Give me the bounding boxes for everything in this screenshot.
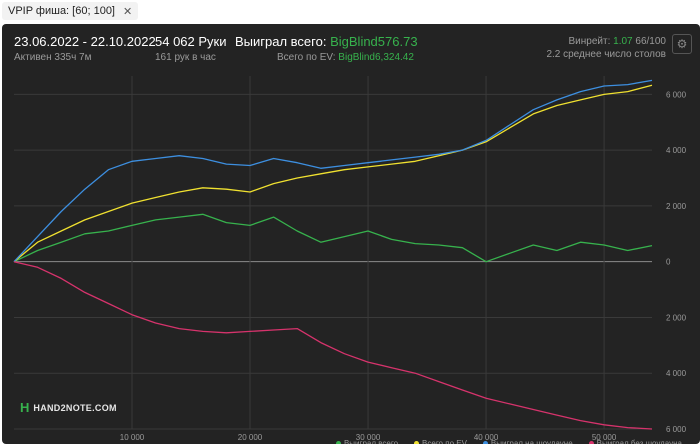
legend-item[interactable]: Выиграл всего	[335, 437, 399, 444]
legend-dot-icon	[335, 440, 341, 444]
chart-legend: Выиграл всего Всего по EV Выиграл на шоуда…	[2, 437, 700, 444]
legend-label: Всего по EV	[422, 438, 467, 444]
ev-total: Всего по EV: BigBlind6,324.42	[277, 52, 414, 63]
filter-label: VPIP фиша: [60; 100]	[8, 5, 115, 17]
winrate-value: 1.07	[613, 36, 633, 47]
x-tick-label: 10 000	[120, 433, 145, 442]
legend-dot-icon	[414, 440, 420, 444]
hands-count: 54 062 Руки	[155, 34, 227, 49]
y-tick-label: 6 000	[666, 425, 687, 434]
logo-text: HAND2NOTE.COM	[33, 402, 117, 413]
x-tick-label: 40 000	[474, 433, 499, 442]
won-value: BigBlind576.73	[330, 34, 418, 49]
legend-item[interactable]: Выиграл без шоудауна	[588, 437, 682, 444]
ev-value: BigBlind6,324.42	[338, 52, 414, 63]
graph-panel: 23.06.2022 - 22.10.2022 Активен 335ч 7м …	[2, 24, 700, 444]
series-line	[13, 79, 653, 263]
winrate-unit: 66/100	[635, 36, 666, 47]
close-icon[interactable]: ✕	[123, 5, 133, 18]
y-tick-label: 0	[666, 258, 671, 267]
series-line	[13, 84, 653, 263]
winrate: Винрейт: 1.07 66/100	[569, 36, 666, 47]
won-total: Выиграл всего: BigBlind576.73	[235, 34, 418, 49]
y-tick-label: 4 000	[666, 369, 687, 378]
legend-item[interactable]: Всего по EV	[414, 437, 467, 444]
y-tick-label: 2 000	[666, 202, 687, 211]
hands-per-hour: 161 рук в час	[155, 52, 216, 63]
active-time: Активен 335ч 7м	[14, 52, 92, 63]
won-label: Выиграл всего:	[235, 34, 327, 49]
hand2note-logo: H HAND2NOTE.COM	[20, 400, 117, 415]
y-tick-label: 6 000	[666, 90, 687, 99]
y-tick-label: 2 000	[666, 313, 687, 322]
ev-label: Всего по EV:	[277, 52, 336, 63]
logo-mark: H	[20, 400, 30, 415]
x-tick-label: 50 000	[592, 433, 617, 442]
winrate-label: Винрейт:	[568, 36, 611, 47]
filter-chip[interactable]: VPIP фиша: [60; 100] ✕	[2, 2, 139, 20]
profit-chart: 6 000 4 000 2 000 0 2 000 4 000 6 000 10 000 20 …	[13, 76, 687, 442]
legend-label: Выиграл всего	[343, 438, 399, 444]
legend-label: Выиграл без шоудауна	[596, 438, 682, 444]
gear-icon[interactable]: ⚙	[672, 34, 692, 54]
series-line	[13, 261, 653, 430]
series-line	[13, 213, 653, 263]
legend-dot-icon	[588, 440, 594, 444]
y-tick-label: 4 000	[666, 146, 687, 155]
legend-dot-icon	[482, 440, 488, 444]
x-tick-label: 30 000	[356, 433, 381, 442]
legend-item[interactable]: Выиграл на шоудауне	[482, 437, 573, 444]
date-range: 23.06.2022 - 22.10.2022	[14, 34, 156, 49]
legend-label: Выиграл на шоудауне	[490, 438, 573, 444]
avg-tables: 2.2 среднее число столов	[546, 49, 666, 60]
x-tick-label: 20 000	[238, 433, 263, 442]
